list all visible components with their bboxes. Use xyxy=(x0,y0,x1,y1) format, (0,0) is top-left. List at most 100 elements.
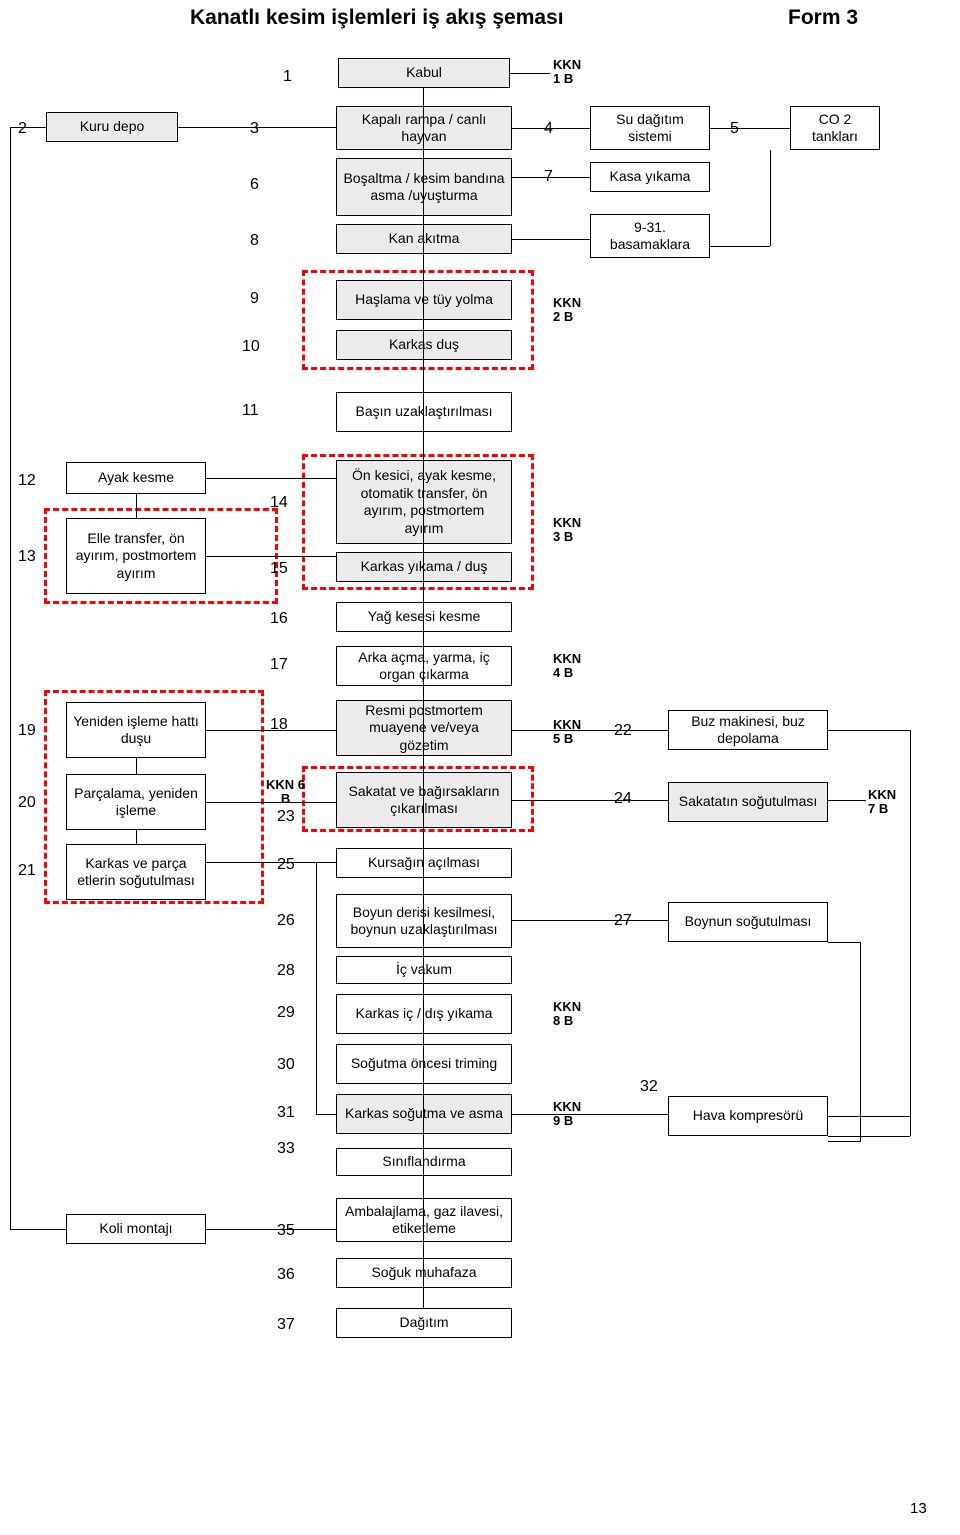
box-on-kesici: Ön kesici, ayak kesme, otomatik transfer… xyxy=(336,460,512,544)
box-kursagin: Kursağın açılması xyxy=(336,848,512,878)
box-karkas-dus: Karkas duş xyxy=(336,330,512,360)
num-12: 12 xyxy=(18,472,36,490)
num-27: 27 xyxy=(614,912,632,930)
line-koli xyxy=(206,1229,336,1230)
num-17: 17 xyxy=(270,656,288,674)
num-35: 35 xyxy=(277,1222,295,1240)
box-karkas-sogutma: Karkas soğutma ve asma xyxy=(336,1094,512,1134)
line-27 xyxy=(512,920,668,921)
box-kapali-rampa: Kapalı rampa / canlı hayvan xyxy=(336,106,512,150)
num-5: 5 xyxy=(730,120,739,138)
num-30: 30 xyxy=(277,1056,295,1074)
kkn-2b: KKN 2 B xyxy=(553,296,581,325)
line-20 xyxy=(206,802,336,803)
box-kuru-depo: Kuru depo xyxy=(46,112,178,142)
box-sakatat: Sakatat ve bağırsakların çıkarılması xyxy=(336,772,512,828)
line-rampa-su xyxy=(512,128,590,129)
box-soguk-muhafaza: Soğuk muhafaza xyxy=(336,1258,512,1288)
line-27-down xyxy=(860,942,861,1142)
kkn-4b: KKN 4 B xyxy=(553,652,581,681)
line-buz-31 xyxy=(828,1116,910,1117)
line-buz-31b xyxy=(828,1136,910,1137)
line-bosaltma-kasa xyxy=(512,177,590,178)
num-2: 2 xyxy=(18,120,27,138)
num-6: 6 xyxy=(250,176,259,194)
box-su-dagitim: Su dağıtım sistemi xyxy=(590,106,710,150)
num-4: 4 xyxy=(544,120,553,138)
line-19 xyxy=(206,730,336,731)
line-ayak-down xyxy=(136,494,137,518)
num-14: 14 xyxy=(270,494,288,512)
line-kabul-kkn xyxy=(510,73,550,74)
num-31: 31 xyxy=(277,1104,295,1122)
num-13: 13 xyxy=(18,548,36,566)
kkn-1b: KKN 1 B xyxy=(553,58,581,87)
num-8: 8 xyxy=(250,232,259,250)
line-27-out xyxy=(828,942,861,943)
box-karkas-parca: Karkas ve parça etlerin soğutulması xyxy=(66,844,206,900)
num-9: 9 xyxy=(250,290,259,308)
box-elle-transfer: Elle transfer, ön ayırım, postmortem ayı… xyxy=(66,518,206,594)
box-yag-kesesi: Yağ kesesi kesme xyxy=(336,602,512,632)
line-co2-back xyxy=(710,246,770,247)
line-elle xyxy=(206,556,336,557)
page-number: 13 xyxy=(910,1500,927,1517)
line-kuru-bottom xyxy=(10,1229,66,1230)
num-15: 15 xyxy=(270,560,288,578)
box-karkas-yikama: Karkas yıkama / duş xyxy=(336,552,512,582)
kkn-3b: KKN 3 B xyxy=(553,516,581,545)
line-31-in2 xyxy=(828,1141,861,1142)
box-ic-vakum: İç vakum xyxy=(336,956,512,984)
box-hava-komp: Hava kompresörü xyxy=(668,1096,828,1136)
box-arka-acma: Arka açma, yarma, iç organ çıkarma xyxy=(336,646,512,686)
box-parcalama: Parçalama, yeniden işleme xyxy=(66,774,206,830)
box-kan-akitma: Kan akıtma xyxy=(336,224,512,254)
box-boyun-derisi: Boyun derisi kesilmesi, boynun uzaklaştı… xyxy=(336,894,512,948)
line-co2-down xyxy=(770,150,771,246)
num-16: 16 xyxy=(270,610,288,628)
box-yeniden: Yeniden işleme hattı duşu xyxy=(66,702,206,758)
box-siniflandirma: Sınıflandırma xyxy=(336,1148,512,1176)
box-boynun-sog: Boynun soğutulması xyxy=(668,902,828,942)
spine xyxy=(423,88,424,1308)
box-haslama: Haşlama ve tüy yolma xyxy=(336,280,512,320)
box-koli-montaji: Koli montajı xyxy=(66,1214,206,1244)
num-24: 24 xyxy=(614,790,632,808)
box-resmi-post: Resmi postmortem muayene ve/veya gözetim xyxy=(336,700,512,756)
line-ayak xyxy=(206,478,336,479)
line-buz-down xyxy=(910,730,911,1136)
num-11: 11 xyxy=(242,402,259,420)
num-20: 20 xyxy=(18,794,36,812)
line-21-31h xyxy=(316,1114,336,1115)
form-label: Form 3 xyxy=(788,6,858,30)
kkn-7b: KKN 7 B xyxy=(868,788,896,817)
box-kasa-yikama: Kasa yıkama xyxy=(590,162,710,192)
box-kabul: Kabul xyxy=(338,58,510,88)
line-buz-out xyxy=(828,730,910,731)
box-ayak-kesme: Ayak kesme xyxy=(66,462,206,494)
box-bosaltma: Boşaltma / kesim bandına asma /uyuşturma xyxy=(336,158,512,216)
num-19: 19 xyxy=(18,722,36,740)
page-title: Kanatlı kesim işlemleri iş akış şeması xyxy=(190,6,564,30)
line-24 xyxy=(512,800,668,801)
line-21-31 xyxy=(316,862,317,1114)
kkn-8b: KKN 8 B xyxy=(553,1000,581,1029)
box-sakatatin-sog: Sakatatın soğutulması xyxy=(668,782,828,822)
num-21: 21 xyxy=(18,862,36,880)
line-kuru xyxy=(178,127,336,128)
box-sogutma-oncesi: Soğutma öncesi triming xyxy=(336,1044,512,1084)
line-su-co2 xyxy=(710,128,790,129)
box-co2: CO 2 tankları xyxy=(790,106,880,150)
line-kan-basa xyxy=(512,239,590,240)
num-29: 29 xyxy=(277,1004,295,1022)
line-19-20 xyxy=(136,758,137,774)
num-23: 23 xyxy=(277,808,295,826)
num-1: 1 xyxy=(283,68,292,86)
line-20-21 xyxy=(136,830,137,844)
kkn-5b: KKN 5 B xyxy=(553,718,581,747)
num-26: 26 xyxy=(277,912,295,930)
box-buz-makinesi: Buz makinesi, buz depolama xyxy=(668,710,828,750)
line-kuru-top xyxy=(10,127,46,128)
num-3: 3 xyxy=(250,120,259,138)
box-karkas-ic-dis: Karkas iç / dış yıkama xyxy=(336,994,512,1034)
